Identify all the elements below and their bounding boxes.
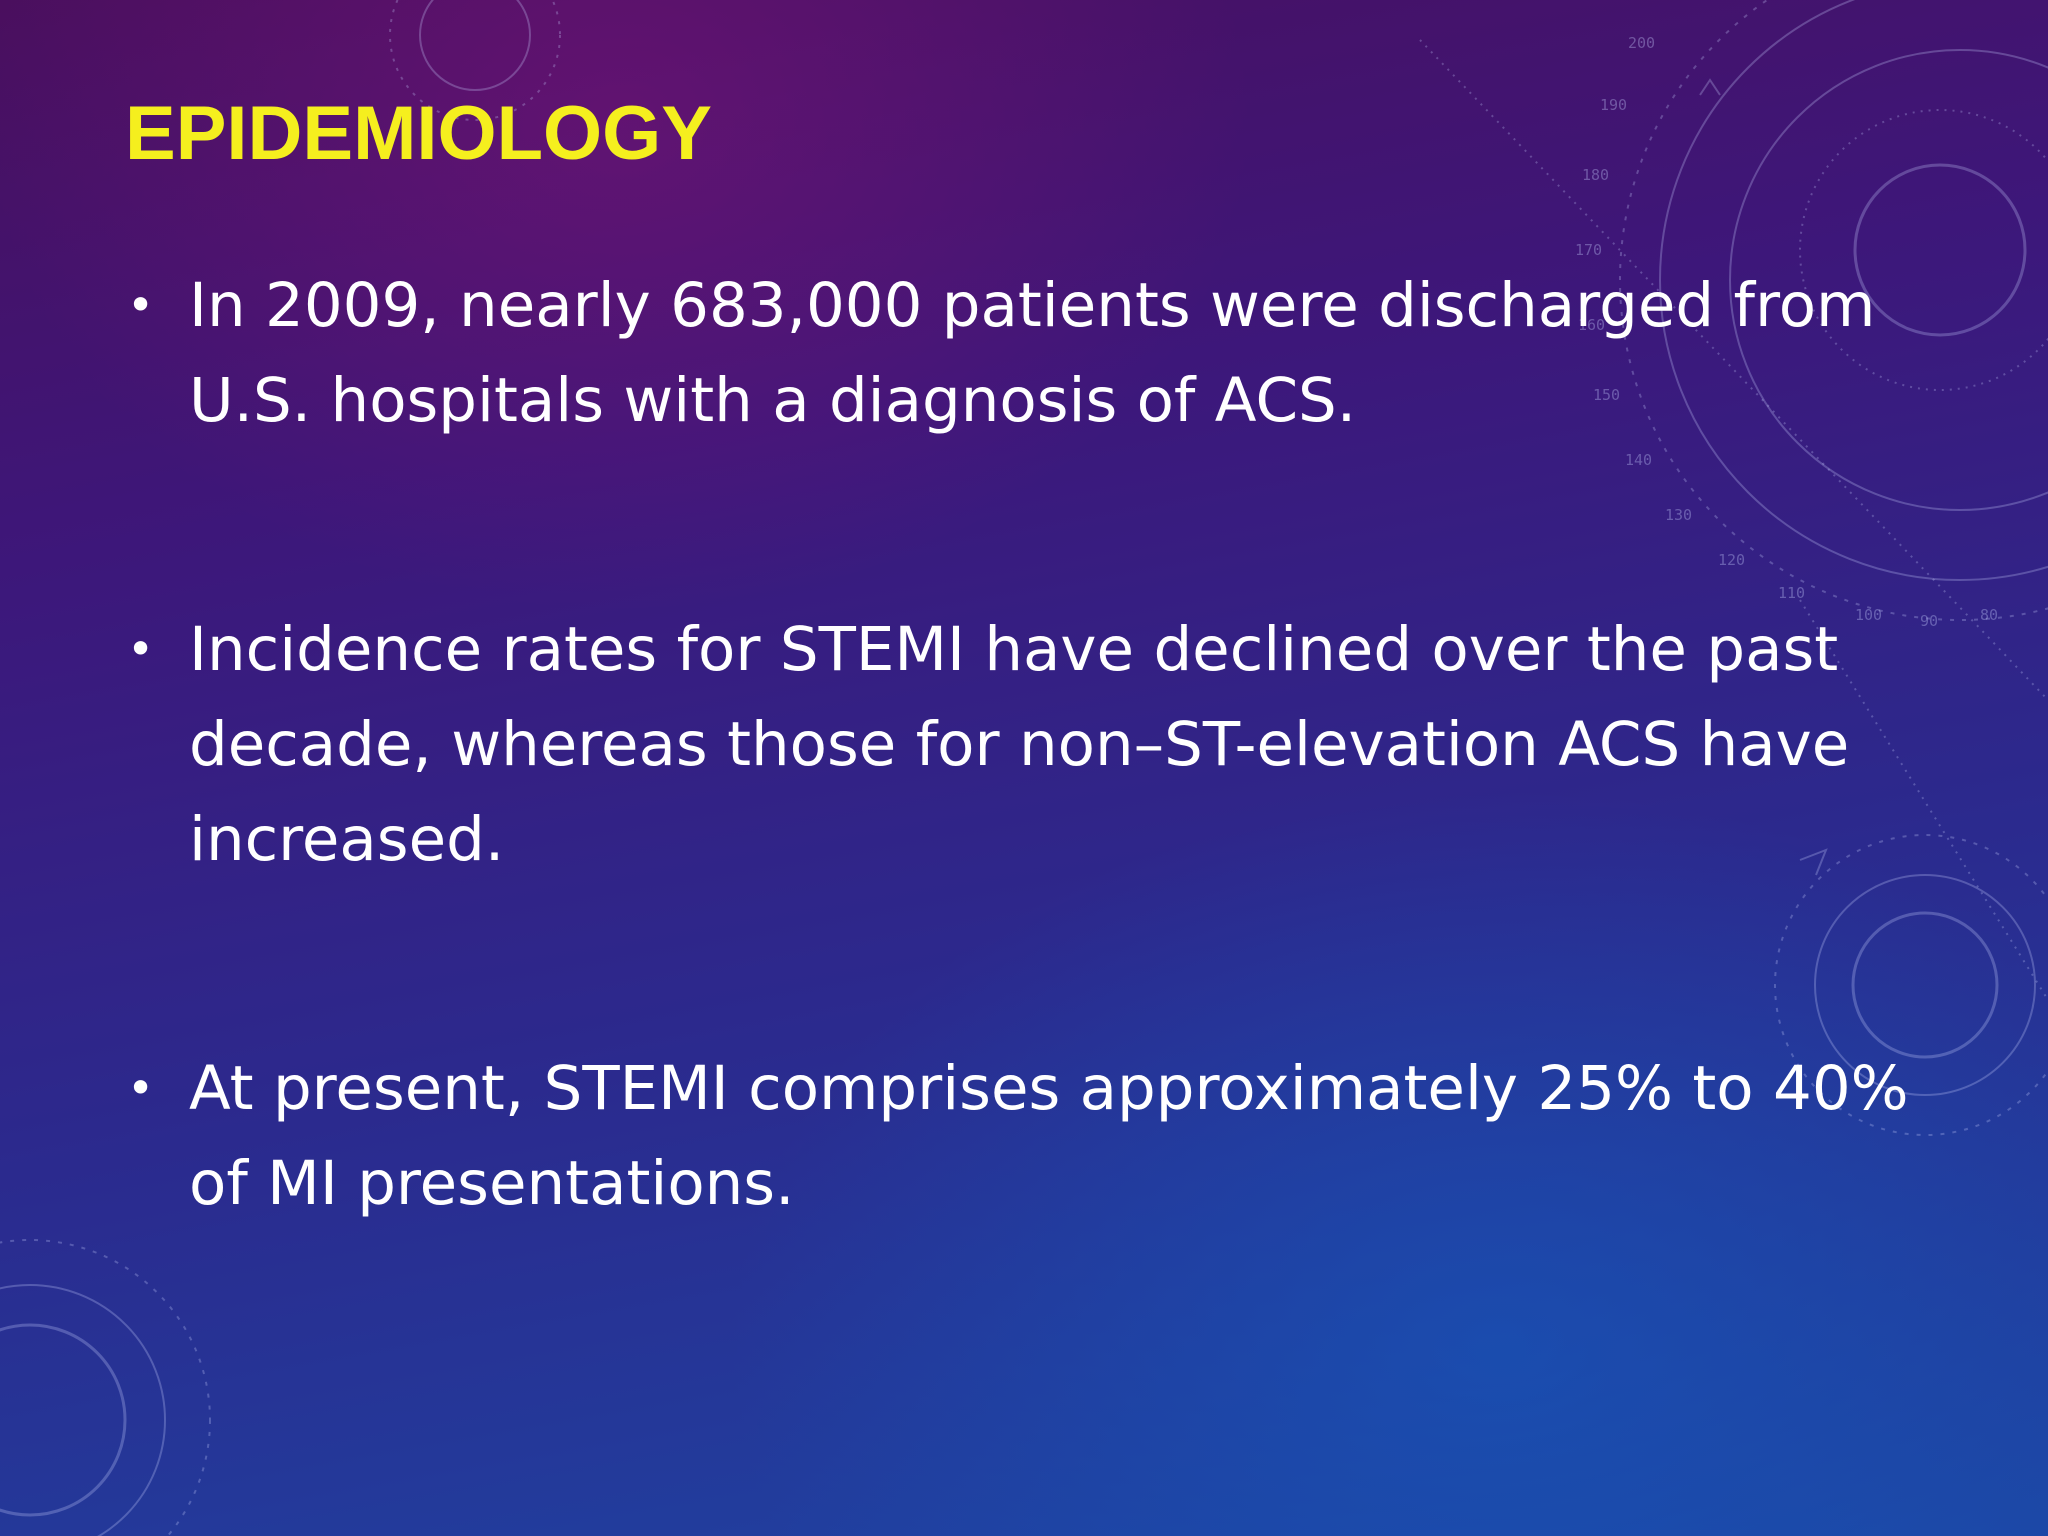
top-small-circle (419, 0, 531, 91)
arrow-glyph-2 (1799, 848, 1828, 876)
right-dial-outer (1774, 834, 2048, 1136)
slide-title: EPIDEMIOLOGY (125, 91, 712, 176)
right-dial-inner (1851, 911, 1999, 1059)
dial-number-130: 130 (1665, 506, 1692, 524)
dial-ring-inner (1729, 49, 2048, 511)
right-dial-mid (1814, 874, 2036, 1096)
dial-ring-small (1853, 163, 2027, 337)
bullet-text: In 2009, nearly 683,000 patients were di… (189, 270, 1876, 436)
top-small-circle-outer (389, 0, 561, 121)
bullet-dot-icon: • (127, 278, 155, 332)
dial-number-160: 160 (1578, 316, 1605, 334)
bullet-text: Incidence rates for STEMI have declined … (189, 614, 1850, 875)
dial-ring-mid (1659, 0, 2048, 581)
bullet-item: • At present, STEMI comprises approximat… (125, 1041, 1909, 1231)
dial-number-170: 170 (1575, 241, 1602, 259)
dial-number-120: 120 (1718, 551, 1745, 569)
arrow-glyph-1 (1699, 78, 1721, 96)
bottom-left-dial-inner (0, 1323, 127, 1517)
dial-number-190: 190 (1600, 96, 1627, 114)
bottom-left-dial-outer (0, 1239, 211, 1536)
dial-number-150: 150 (1593, 386, 1620, 404)
dial-number-140: 140 (1625, 451, 1652, 469)
bullet-item: • In 2009, nearly 683,000 patients were … (125, 258, 1909, 448)
dial-number-110: 110 (1778, 584, 1805, 602)
dial-number-80: 80 (1980, 606, 1998, 624)
bullet-dot-icon: • (127, 1061, 155, 1115)
bullet-dot-icon: • (127, 622, 155, 676)
bullet-list: • In 2009, nearly 683,000 patients were … (125, 258, 1909, 1385)
dial-number-200: 200 (1628, 34, 1655, 52)
diagonal-line-2 (1799, 599, 2048, 1001)
dial-number-90: 90 (1920, 612, 1938, 630)
bullet-text: At present, STEMI comprises approximatel… (189, 1053, 1909, 1219)
bottom-left-dial-mid (0, 1284, 166, 1536)
dial-number-180: 180 (1582, 166, 1609, 184)
dial-number-100: 100 (1855, 606, 1882, 624)
bullet-item: • Incidence rates for STEMI have decline… (125, 602, 1909, 887)
